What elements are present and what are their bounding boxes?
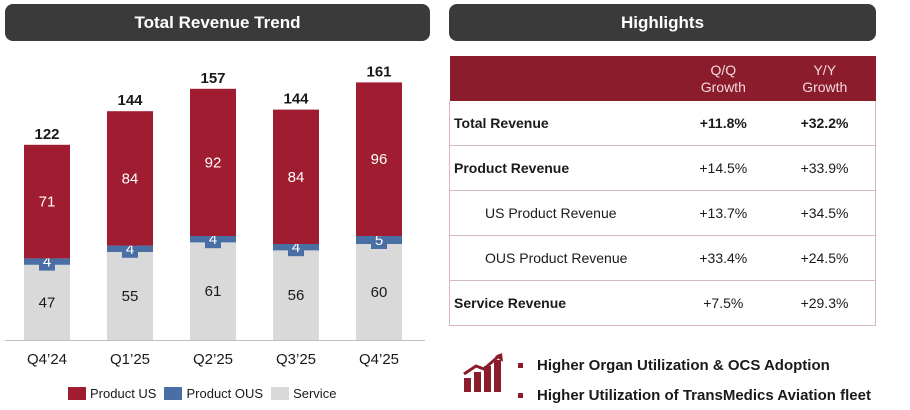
bar-segment-service [356, 244, 402, 340]
highlight-bullets: Higher Organ Utilization & OCS Adoption … [518, 350, 871, 410]
revenue-bar-chart: 47 4 71 122 Q4’24 55 4 84 144 Q1’25 61 4 92 157 Q2’25 5… [5, 63, 425, 368]
legend-item-service: Service [271, 386, 336, 401]
bullet-text: Higher Organ Utilization & OCS Adoption [537, 356, 830, 374]
data-label-product-ous: 4 [126, 241, 134, 258]
row-label: Total Revenue [448, 101, 673, 146]
row-qq: +13.7% [672, 190, 775, 236]
revenue-trend-header: Total Revenue Trend [5, 4, 430, 41]
highlights-header-qq: Q/Q Growth [672, 56, 775, 101]
bar-segment-product-us [107, 111, 153, 246]
row-yy: +34.5% [774, 190, 877, 236]
legend-item-product-ous: Product OUS [164, 386, 263, 401]
legend-swatch-product-us [68, 387, 86, 400]
bar-segment-product-us [356, 82, 402, 237]
highlights-table: Q/Q Growth Y/Y Growth Total Revenue +11.… [448, 56, 877, 326]
row-label: Service Revenue [448, 280, 673, 326]
data-label-product-us: 96 [371, 151, 388, 168]
data-label-service: 61 [205, 283, 222, 300]
bar-segment-service [107, 252, 153, 340]
highlights-header-yy: Y/Y Growth [774, 56, 876, 101]
bullet-text: Higher Utilization of TransMedics Aviati… [537, 386, 871, 404]
data-label-product-ous: 4 [292, 239, 300, 256]
bullet-item: Higher Utilization of TransMedics Aviati… [518, 380, 871, 410]
bar-total-label: 144 [283, 91, 309, 108]
legend-swatch-service [271, 387, 290, 400]
x-tick-label: Q4’25 [359, 351, 399, 368]
bar-total-label: 157 [200, 70, 225, 87]
chart-legend: Product US Product OUS Service [68, 386, 344, 401]
data-label-product-us: 92 [205, 154, 222, 171]
row-qq: +14.5% [672, 145, 775, 191]
bar-total-label: 144 [117, 92, 143, 109]
legend-swatch-product-ous [164, 387, 183, 400]
row-yy: +29.3% [774, 280, 877, 326]
highlights-row-total-revenue: Total Revenue +11.8% +32.2% [448, 101, 877, 146]
bar-total-label: 161 [366, 63, 391, 80]
bullet-item: Higher Organ Utilization & OCS Adoption [518, 350, 871, 380]
data-label-product-ous: 5 [375, 232, 383, 249]
bar-segment-product-us [24, 144, 70, 259]
bar-segment-service [190, 242, 236, 340]
highlights-row-service-revenue: Service Revenue +7.5% +29.3% [448, 280, 877, 326]
header-qq-line1: Q/Q [710, 61, 737, 78]
bullet-marker [518, 392, 523, 398]
bar-segment-service [273, 250, 319, 340]
row-yy: +24.5% [774, 235, 877, 281]
bullet-marker [518, 362, 523, 368]
highlights-header-blank [449, 56, 673, 101]
row-label: OUS Product Revenue [448, 235, 673, 281]
legend-label-product-ous: Product OUS [186, 386, 264, 401]
data-label-service: 56 [288, 287, 305, 304]
growth-chart-icon [463, 353, 503, 392]
row-qq: +11.8% [672, 101, 775, 146]
data-label-product-ous: 4 [43, 254, 51, 271]
bar-total-label: 122 [34, 126, 59, 143]
row-label: US Product Revenue [448, 190, 673, 236]
legend-item-product-us: Product US [68, 386, 156, 401]
x-tick-label: Q2’25 [193, 351, 233, 368]
legend-label-product-us: Product US [90, 386, 157, 401]
revenue-trend-title: Total Revenue Trend [134, 12, 301, 32]
row-yy: +33.9% [774, 145, 877, 191]
data-label-service: 60 [371, 284, 388, 301]
x-tick-label: Q1’25 [110, 351, 150, 368]
highlights-title: Highlights [620, 12, 705, 32]
row-qq: +7.5% [672, 280, 775, 326]
highlights-row-ous-product-revenue: OUS Product Revenue +33.4% +24.5% [448, 235, 877, 281]
bar-segment-product-us [273, 109, 319, 244]
highlights-row-us-product-revenue: US Product Revenue +13.7% +34.5% [448, 190, 877, 236]
header-qq-line2: Growth [700, 78, 746, 95]
highlights-row-product-revenue: Product Revenue +14.5% +33.9% [448, 145, 877, 191]
bar-segment-product-us [190, 88, 236, 236]
header-yy-line1: Y/Y [813, 61, 837, 78]
data-label-product-us: 84 [122, 170, 139, 187]
row-yy: +32.2% [774, 101, 877, 146]
x-tick-label: Q3’25 [276, 351, 316, 368]
x-tick-label: Q4’24 [27, 351, 67, 368]
data-label-product-us: 71 [39, 194, 56, 211]
highlights-header: Highlights [449, 4, 876, 41]
data-label-service: 55 [122, 288, 139, 305]
header-yy-line2: Growth [802, 78, 848, 95]
row-qq: +33.4% [672, 235, 775, 281]
highlights-header-row: Q/Q Growth Y/Y Growth [449, 56, 876, 101]
data-label-service: 47 [39, 294, 56, 311]
data-label-product-us: 84 [288, 169, 305, 186]
data-label-product-ous: 4 [209, 231, 217, 248]
legend-label-service: Service [293, 386, 337, 401]
bar-segment-service [24, 264, 70, 340]
row-label: Product Revenue [448, 145, 673, 191]
